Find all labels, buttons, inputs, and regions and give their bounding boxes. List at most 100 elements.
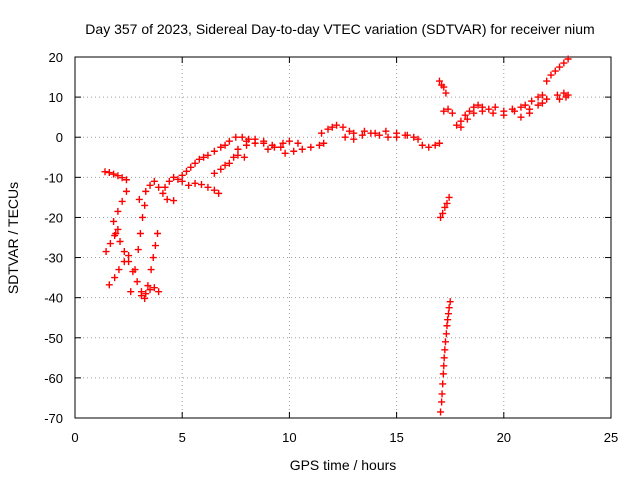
data-point	[441, 346, 449, 354]
data-point	[528, 97, 536, 105]
data-point	[439, 380, 447, 388]
y-tick-label: 10	[49, 90, 63, 105]
x-tick-label: 20	[497, 430, 511, 445]
data-point	[217, 143, 225, 151]
data-point	[234, 151, 242, 159]
data-point	[489, 109, 497, 117]
data-point	[264, 145, 272, 153]
data-point	[122, 187, 130, 195]
data-point	[114, 172, 122, 180]
data-point	[453, 121, 461, 129]
data-point	[440, 362, 448, 370]
data-point	[437, 408, 445, 416]
plot-frame	[74, 56, 612, 419]
data-point	[115, 266, 123, 274]
data-point	[441, 203, 449, 211]
data-point	[551, 67, 559, 75]
data-point	[560, 89, 568, 97]
data-point	[445, 304, 453, 312]
y-tick-label: -20	[44, 210, 63, 225]
data-point	[435, 77, 443, 85]
data-point	[446, 298, 454, 306]
data-point	[217, 165, 225, 173]
data-point	[270, 143, 278, 151]
data-point	[547, 71, 555, 79]
data-point	[105, 281, 113, 289]
data-point	[441, 338, 449, 346]
data-point	[485, 105, 493, 113]
data-point	[131, 266, 139, 274]
data-point	[200, 153, 208, 161]
data-marks	[101, 55, 572, 416]
data-point	[225, 137, 233, 145]
data-point	[543, 77, 551, 85]
data-point	[178, 171, 186, 179]
data-point	[382, 127, 390, 135]
data-point	[474, 101, 482, 109]
data-point	[133, 278, 141, 286]
data-point	[543, 95, 551, 103]
data-point	[187, 163, 195, 171]
data-point	[339, 123, 347, 131]
data-point	[120, 248, 128, 256]
data-point	[478, 107, 486, 115]
data-point	[159, 189, 167, 197]
data-point	[439, 370, 447, 378]
data-point	[151, 242, 159, 250]
data-point	[234, 145, 242, 153]
data-point	[438, 398, 446, 406]
data-point	[315, 141, 323, 149]
data-point	[508, 105, 516, 113]
data-point	[444, 105, 452, 113]
data-point	[122, 176, 130, 184]
data-point	[538, 99, 546, 107]
data-point	[114, 225, 122, 233]
x-axis-label: GPS time / hours	[290, 457, 397, 473]
data-point	[210, 147, 218, 155]
data-point	[457, 117, 465, 125]
data-point	[170, 197, 178, 205]
data-point	[534, 93, 542, 101]
data-point	[564, 55, 572, 63]
data-point	[393, 129, 401, 137]
data-point	[470, 103, 478, 111]
data-point	[110, 170, 118, 178]
data-point	[125, 252, 133, 260]
data-point	[440, 354, 448, 362]
data-point	[328, 123, 336, 131]
data-point	[285, 137, 293, 145]
data-point	[358, 131, 366, 139]
data-point	[435, 139, 443, 147]
data-point	[225, 159, 233, 167]
data-point	[562, 93, 570, 101]
data-point	[556, 95, 564, 103]
data-point	[350, 129, 358, 137]
data-point	[470, 109, 478, 117]
data-point	[191, 159, 199, 167]
data-point	[461, 111, 469, 119]
data-point	[556, 63, 564, 71]
data-point	[210, 186, 218, 194]
data-point	[146, 181, 154, 189]
data-point	[150, 177, 158, 185]
data-point	[294, 139, 302, 147]
data-point	[418, 141, 426, 149]
data-point	[141, 201, 149, 209]
data-point	[105, 169, 113, 177]
data-point	[102, 248, 110, 256]
data-point	[410, 133, 418, 141]
data-point	[111, 274, 119, 282]
data-point	[178, 177, 186, 185]
data-point	[538, 91, 546, 99]
data-point	[560, 59, 568, 67]
data-point	[517, 103, 525, 111]
data-point	[333, 121, 341, 129]
data-point	[163, 195, 171, 203]
data-point	[182, 167, 190, 175]
data-point	[238, 133, 246, 141]
data-point	[260, 137, 268, 145]
data-point	[307, 143, 315, 151]
y-tick-label: -50	[44, 331, 63, 346]
